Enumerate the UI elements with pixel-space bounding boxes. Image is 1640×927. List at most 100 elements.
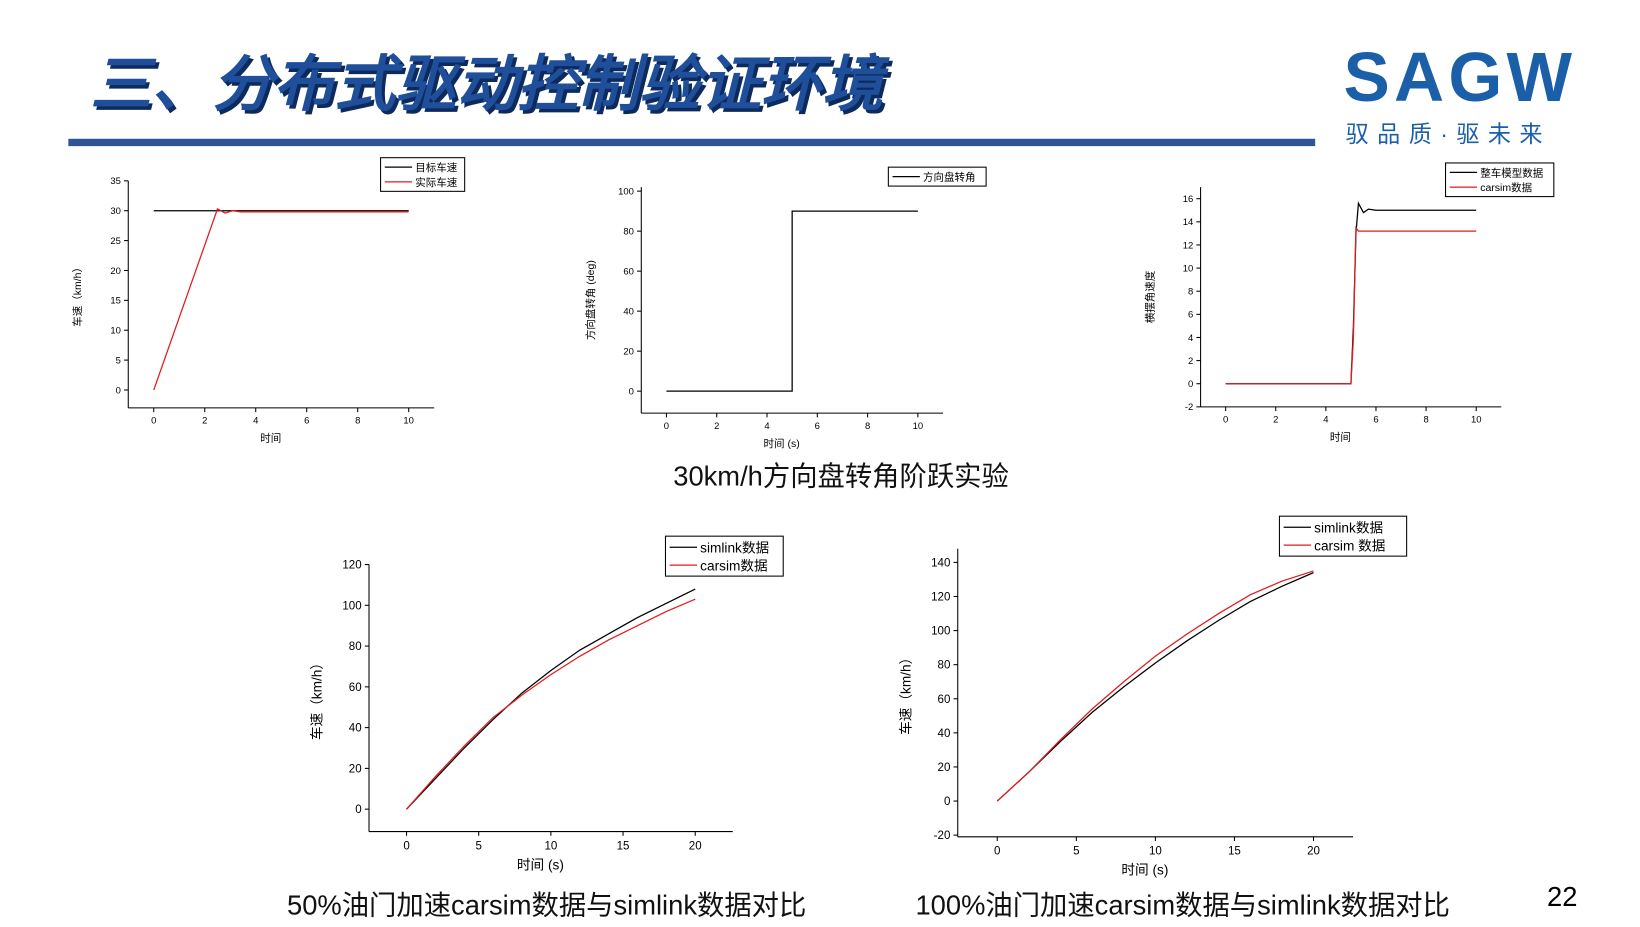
legend-label: carsim 数据 (1314, 538, 1386, 553)
title-rule (68, 138, 1316, 147)
caption: 100%油门加速carsim数据与simlink数据对比 (915, 890, 1449, 921)
y-axis-label: 方向盘转角 (deg) (584, 260, 597, 340)
x-tick-label: 4 (1323, 415, 1328, 426)
x-tick-label: 10 (544, 840, 557, 852)
legend-box (1445, 162, 1555, 198)
x-tick-label: 20 (1307, 846, 1320, 858)
y-tick-label: 0 (944, 796, 950, 808)
y-axis-label: 车速（km/h） (309, 656, 325, 740)
x-tick-label: 5 (1073, 846, 1079, 858)
x-tick-label: 6 (1373, 415, 1378, 426)
x-tick-label: 6 (815, 421, 820, 432)
x-tick-label: 15 (1228, 846, 1241, 858)
x-tick-label: 2 (1273, 415, 1278, 426)
series-line (406, 598, 696, 810)
y-tick-label: 16 (1183, 194, 1194, 205)
x-tick-label: 0 (1223, 415, 1228, 426)
y-tick-label: 60 (938, 694, 951, 706)
x-axis-label: 时间 (s) (764, 437, 800, 450)
series-line (996, 570, 1314, 802)
x-tick-label: 20 (689, 840, 702, 852)
tagline: 驭品质·驱未来 (1346, 121, 1551, 147)
y-tick-label: 2 (1188, 356, 1193, 367)
y-tick-label: 80 (623, 226, 634, 237)
legend-label: 实际车速 (415, 176, 457, 189)
y-tick-label: -2 (1185, 402, 1193, 413)
legend-label: carsim数据 (1480, 181, 1532, 194)
y-tick-label: 4 (1188, 333, 1193, 344)
y-tick-label: 60 (623, 266, 634, 277)
x-axis-label: 时间 (s) (517, 857, 564, 872)
x-tick-label: 15 (617, 840, 630, 852)
y-tick-label: 20 (110, 266, 121, 277)
y-tick-label: 30 (110, 206, 121, 217)
y-tick-label: 0 (355, 804, 361, 816)
y-tick-label: 15 (110, 296, 121, 307)
x-tick-label: 10 (913, 421, 924, 432)
legend-label: carsim数据 (700, 558, 768, 573)
x-tick-label: 6 (304, 416, 309, 427)
legend-box (664, 535, 784, 577)
legend-box (1278, 515, 1408, 557)
x-tick-label: 10 (1149, 846, 1162, 858)
legend-label: 方向盘转角 (923, 171, 976, 184)
y-tick-label: 80 (938, 660, 951, 672)
y-tick-label: 120 (342, 560, 361, 572)
legend-label: 目标车速 (415, 161, 457, 174)
series-line (666, 210, 918, 392)
title-shadow: 三、分布式驱动控制验证环境 (94, 53, 894, 121)
y-tick-label: 120 (931, 592, 950, 604)
y-tick-label: 5 (116, 355, 121, 366)
legend-label: simlink数据 (1314, 520, 1383, 535)
page-number: 22 (1547, 881, 1577, 912)
y-tick-label: 40 (349, 723, 362, 735)
y-axis-label: 车速（km/h） (71, 262, 84, 327)
y-tick-label: 6 (1188, 310, 1193, 321)
y-tick-label: 100 (931, 626, 950, 638)
y-tick-label: 0 (629, 386, 634, 397)
x-tick-label: 2 (714, 421, 719, 432)
x-tick-label: 0 (151, 416, 156, 427)
series-line (153, 208, 409, 391)
slide-title: 三、分布式驱动控制验证环境 (90, 50, 890, 118)
y-tick-label: 8 (1188, 287, 1193, 298)
x-axis-label: 时间 (s) (1121, 863, 1168, 878)
x-tick-label: 5 (475, 840, 481, 852)
series-line (996, 572, 1314, 802)
y-tick-label: 35 (110, 176, 121, 187)
y-tick-label: 80 (349, 641, 362, 653)
y-tick-label: 10 (1183, 263, 1194, 274)
legend-label: simlink数据 (700, 540, 769, 555)
x-tick-label: 0 (994, 846, 1000, 858)
x-axis-label: 时间 (260, 432, 281, 445)
legend-box (887, 166, 987, 187)
y-tick-label: 60 (349, 682, 362, 694)
y-tick-label: 140 (931, 557, 950, 569)
caption: 50%油门加速carsim数据与simlink数据对比 (287, 890, 806, 921)
y-tick-label: 25 (110, 236, 121, 247)
y-axis-label: 车速（km/h） (897, 651, 913, 735)
y-tick-label: 40 (623, 306, 634, 317)
legend-box (380, 157, 466, 192)
series-line (1225, 201, 1477, 385)
y-tick-label: 100 (342, 600, 361, 612)
y-tick-label: 40 (938, 728, 951, 740)
x-tick-label: 4 (253, 416, 258, 427)
y-tick-label: 0 (1188, 379, 1193, 390)
y-tick-label: 20 (623, 346, 634, 357)
series-line (1225, 225, 1477, 385)
legend-label: 整车模型数据 (1480, 166, 1543, 179)
x-tick-label: 10 (1471, 415, 1482, 426)
y-axis-label: 横摆角速度 (1143, 270, 1156, 323)
x-axis-label: 时间 (1330, 430, 1351, 443)
caption: 30km/h方向盘转角阶跃实验 (673, 461, 1009, 492)
y-tick-label: 14 (1183, 217, 1194, 228)
y-tick-label: 20 (938, 762, 951, 774)
series-line (406, 588, 696, 810)
logo: SAGW (1344, 38, 1577, 116)
y-tick-label: 10 (110, 326, 121, 337)
x-tick-label: 8 (865, 421, 870, 432)
